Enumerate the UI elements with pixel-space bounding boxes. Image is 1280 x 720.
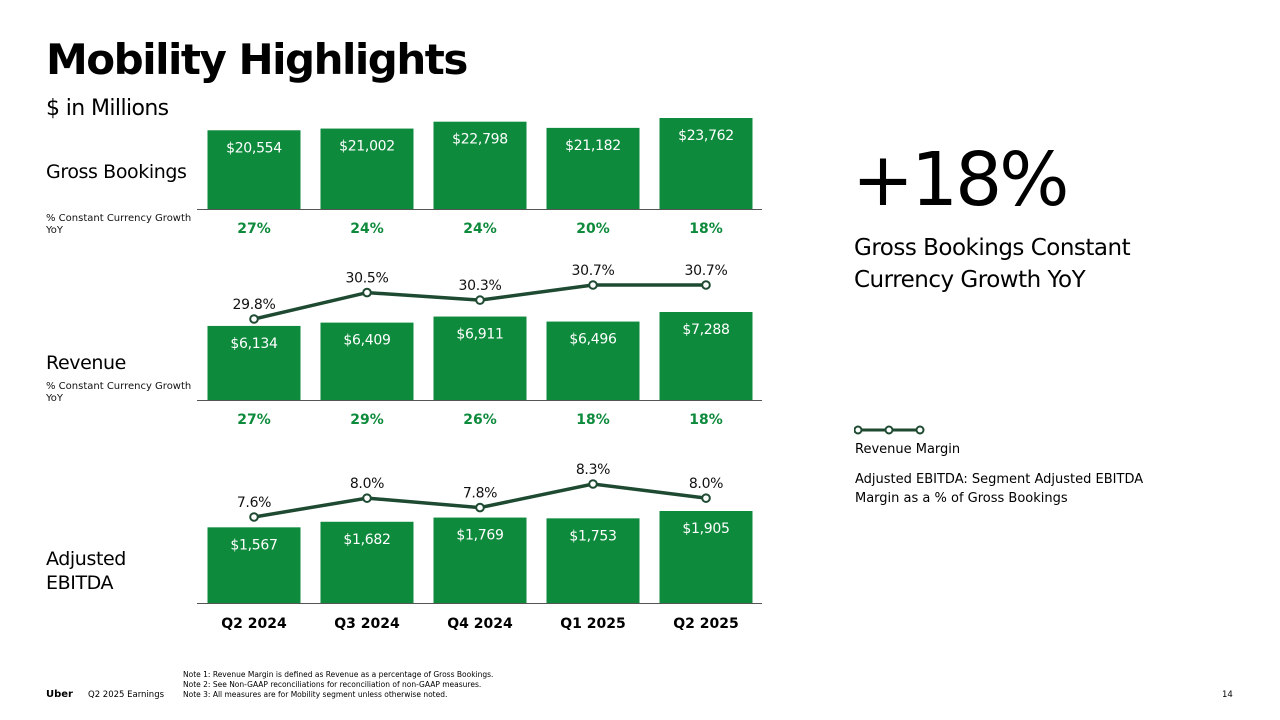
ebitda-bar (207, 527, 301, 603)
gb-bar (207, 130, 301, 209)
rev-bar-label: $6,911 (456, 327, 503, 343)
revenue-sublabel: % Constant Currency Growth YoY (46, 381, 192, 404)
rev-margin-label: 29.8% (233, 297, 276, 313)
adjusted-ebitda-label: Adjusted EBITDA (46, 548, 126, 594)
rev-growth-label: 29% (350, 412, 384, 428)
gb-bar-label: $22,798 (452, 132, 508, 148)
rev-margin-point (249, 314, 259, 324)
rev-bar (659, 312, 753, 400)
highlight-value: +18% (852, 137, 1069, 223)
ebitda-bar-label: $1,753 (569, 528, 616, 544)
ebitda-bar-label: $1,682 (343, 532, 390, 548)
x-tick-label: Q4 2024 (447, 616, 513, 632)
ebitda-bar-label: $1,567 (230, 537, 277, 553)
page-title: Mobility Highlights (46, 35, 468, 84)
rev-margin-point (588, 280, 598, 290)
gb-bar (320, 128, 414, 209)
x-tick-label: Q1 2025 (560, 616, 625, 632)
ebitda-margin-note: Adjusted EBITDA: Segment Adjusted EBITDA… (855, 472, 1144, 506)
gb-growth-label: 27% (237, 221, 271, 237)
rev-bar-label: $6,134 (230, 336, 278, 352)
rev-bar (433, 316, 527, 400)
units-subtitle: $ in Millions (46, 96, 169, 121)
gb-bar-label: $20,554 (226, 140, 282, 156)
rev-bar (320, 322, 414, 400)
rev-margin-label: 30.5% (346, 271, 389, 287)
x-tick-label: Q3 2024 (334, 616, 400, 632)
rev-growth-label: 26% (463, 412, 497, 428)
gb-bar (433, 121, 527, 209)
ebitda-margin-label: 8.0% (350, 476, 384, 492)
page-number: 14 (1222, 690, 1233, 700)
ebitda-bar (546, 518, 640, 603)
gb-bar-label: $23,762 (678, 128, 734, 144)
ebitda-bar (320, 521, 414, 603)
revenue-label: Revenue (46, 352, 126, 374)
footnote-1: Note 1: Revenue Margin is defined as Rev… (183, 670, 494, 679)
rev-bar-label: $6,496 (569, 332, 617, 348)
gross-bookings-sublabel: % Constant Currency Growth YoY (46, 213, 192, 236)
gb-bar-label: $21,002 (339, 139, 395, 155)
revenue-margin-legend-icon (854, 425, 925, 435)
gb-bar (659, 118, 753, 209)
gb-growth-label: 20% (576, 221, 610, 237)
highlight-caption: Gross Bookings Constant Currency Growth … (854, 235, 1131, 293)
ebitda-margin-point (362, 493, 372, 503)
rev-bar-label: $6,409 (343, 333, 390, 349)
ebitda-bar (659, 511, 753, 603)
rev-bar (207, 325, 301, 400)
x-tick-label: Q2 2024 (221, 616, 287, 632)
ebitda-margin-point (249, 512, 259, 522)
ebitda-margin-point (475, 502, 485, 513)
ebitda-bar (433, 517, 527, 603)
rev-margin-point (701, 280, 711, 290)
rev-bar-label: $7,288 (682, 322, 729, 338)
ebitda-margin-label: 7.6% (237, 495, 271, 511)
footnotes: Note 1: Revenue Margin is defined as Rev… (183, 670, 493, 700)
rev-growth-label: 27% (237, 412, 271, 428)
rev-bar (546, 321, 640, 400)
gb-growth-label: 18% (689, 221, 723, 237)
rev-margin-label: 30.7% (685, 263, 728, 279)
rev-growth-label: 18% (576, 412, 610, 428)
uber-logo: Uber (46, 689, 73, 700)
rev-growth-label: 18% (689, 412, 723, 428)
x-tick-label: Q2 2025 (673, 616, 738, 632)
rev-margin-point (362, 287, 372, 298)
footer-event: Q2 2025 Earnings (88, 690, 165, 700)
footnote-3: Note 3: All measures are for Mobility se… (183, 690, 448, 699)
gross-bookings-label: Gross Bookings (46, 161, 187, 183)
gb-bar-label: $21,182 (565, 138, 621, 154)
rev-margin-label: 30.3% (459, 278, 502, 294)
ebitda-bar-label: $1,905 (682, 521, 729, 537)
footnote-2: Note 2: See Non-GAAP reconciliations for… (183, 680, 482, 689)
gb-growth-label: 24% (463, 221, 497, 237)
ebitda-margin-label: 7.8% (463, 486, 497, 502)
revenue-margin-legend-label: Revenue Margin (855, 442, 961, 457)
rev-margin-point (475, 295, 485, 305)
ebitda-margin-label: 8.3% (576, 462, 610, 478)
ebitda-bar-label: $1,769 (456, 528, 503, 544)
ebitda-margin-point (701, 493, 711, 503)
gb-bar (546, 127, 640, 209)
gb-growth-label: 24% (350, 221, 384, 237)
ebitda-margin-point (588, 479, 598, 489)
ebitda-margin-label: 8.0% (689, 476, 723, 492)
rev-margin-label: 30.7% (572, 263, 615, 279)
